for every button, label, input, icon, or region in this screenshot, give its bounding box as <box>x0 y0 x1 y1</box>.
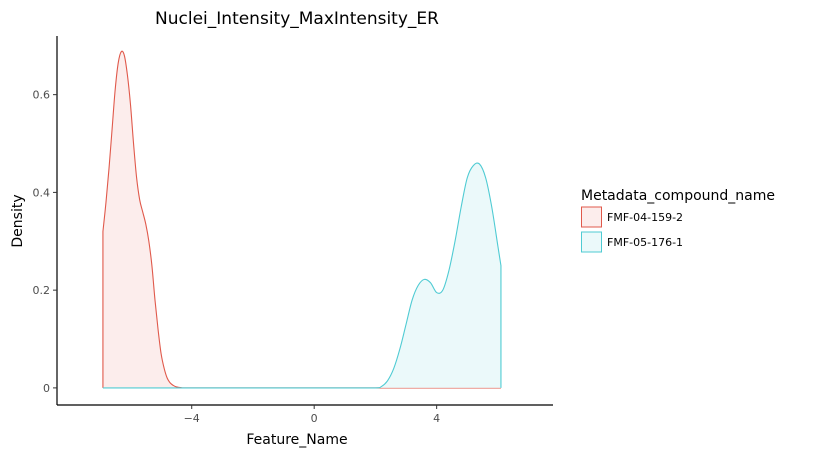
y-tick-label: 0.4 <box>33 186 51 199</box>
legend-title: Metadata_compound_name <box>581 188 775 204</box>
y-axis-ticks: 0 0.2 0.4 0.6 <box>33 89 57 395</box>
y-tick-label: 0.6 <box>33 89 51 102</box>
x-tick-label: 4 <box>433 412 440 425</box>
x-tick-label: −4 <box>184 412 200 425</box>
y-tick-label: 0.2 <box>33 284 51 297</box>
y-axis-title: Density <box>10 194 26 247</box>
density-area-fill-1 <box>102 51 501 388</box>
legend-label-1: FMF-04-159-2 <box>607 211 683 224</box>
legend-key-2 <box>581 231 602 253</box>
legend-key-1 <box>581 206 602 228</box>
density-line-2 <box>102 162 502 389</box>
legend-items: FMF-04-159-2 FMF-05-176-1 <box>581 206 683 253</box>
x-axis-title: Feature_Name <box>246 432 347 448</box>
density-area-fill-2 <box>102 163 501 389</box>
x-tick-label: 0 <box>311 412 318 425</box>
chart-title: Nuclei_Intensity_MaxIntensity_ER <box>155 9 439 29</box>
legend-label-2: FMF-05-176-1 <box>607 236 683 249</box>
y-tick-label: 0 <box>43 382 50 395</box>
legend: Metadata_compound_name FMF-04-159-2FMF-0… <box>581 188 775 253</box>
x-axis-ticks: −4 0 4 <box>184 405 440 425</box>
density-areas <box>102 50 502 389</box>
